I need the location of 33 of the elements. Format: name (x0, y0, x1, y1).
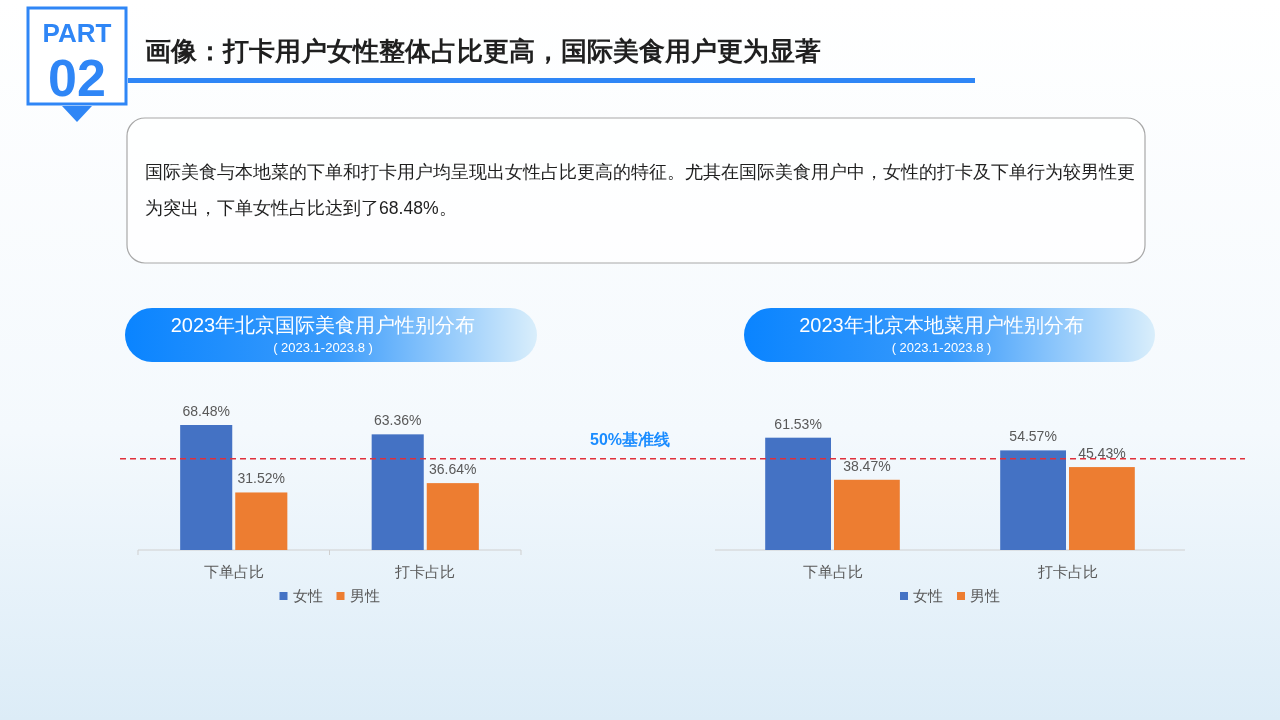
legend-label: 男性 (970, 587, 1000, 604)
text: 画像：打卡用户女性整体占比更高，国际美食用户更为显著 (145, 36, 821, 66)
bar (371, 434, 424, 550)
bar (1069, 467, 1135, 550)
x-tick-label: 打卡占比 (394, 563, 456, 580)
chart-title: 2023年北京本地菜用户性别分布 (799, 314, 1084, 336)
ref-line-label: 50%基准线 (590, 430, 671, 448)
text: 02 (48, 49, 106, 107)
chart-title: 2023年北京国际美食用户性别分布 (170, 314, 476, 336)
data-label: 68.48% (182, 403, 230, 419)
legend-label: 女性 (292, 587, 323, 604)
bar (235, 492, 288, 550)
chart-subtitle: ( 2023.1-2023.8 ) (891, 340, 992, 355)
text: 国际美食与本地菜的下单和打卡用户均呈现出女性占比更高的特征。尤其在国际美食用户中，女性的打卡及下单行为较男性更为突出，下单女性占比达到了68.48%。 (145, 161, 1136, 220)
data-label: 31.52% (237, 470, 286, 487)
data-label: 36.64% (429, 461, 477, 478)
bar (765, 437, 831, 550)
x-tick-label: 下单占比 (203, 563, 264, 580)
bar (426, 483, 479, 550)
x-tick-label: 打卡占比 (1036, 563, 1098, 580)
data-label: 38.47% (843, 457, 891, 474)
legend-label: 男性 (349, 587, 380, 604)
data-label: 54.57% (1009, 428, 1057, 445)
bar (180, 425, 233, 550)
bar (1000, 450, 1066, 550)
text: PART (42, 18, 112, 48)
legend-label: 女性 (913, 587, 943, 604)
data-label: 63.36% (373, 412, 422, 429)
bar (834, 479, 900, 550)
data-label: 61.53% (774, 415, 822, 432)
chart-subtitle: ( 2023.1-2023.8 ) (273, 340, 373, 355)
data-label: 45.43% (1078, 445, 1126, 462)
x-tick-label: 下单占比 (802, 563, 863, 580)
